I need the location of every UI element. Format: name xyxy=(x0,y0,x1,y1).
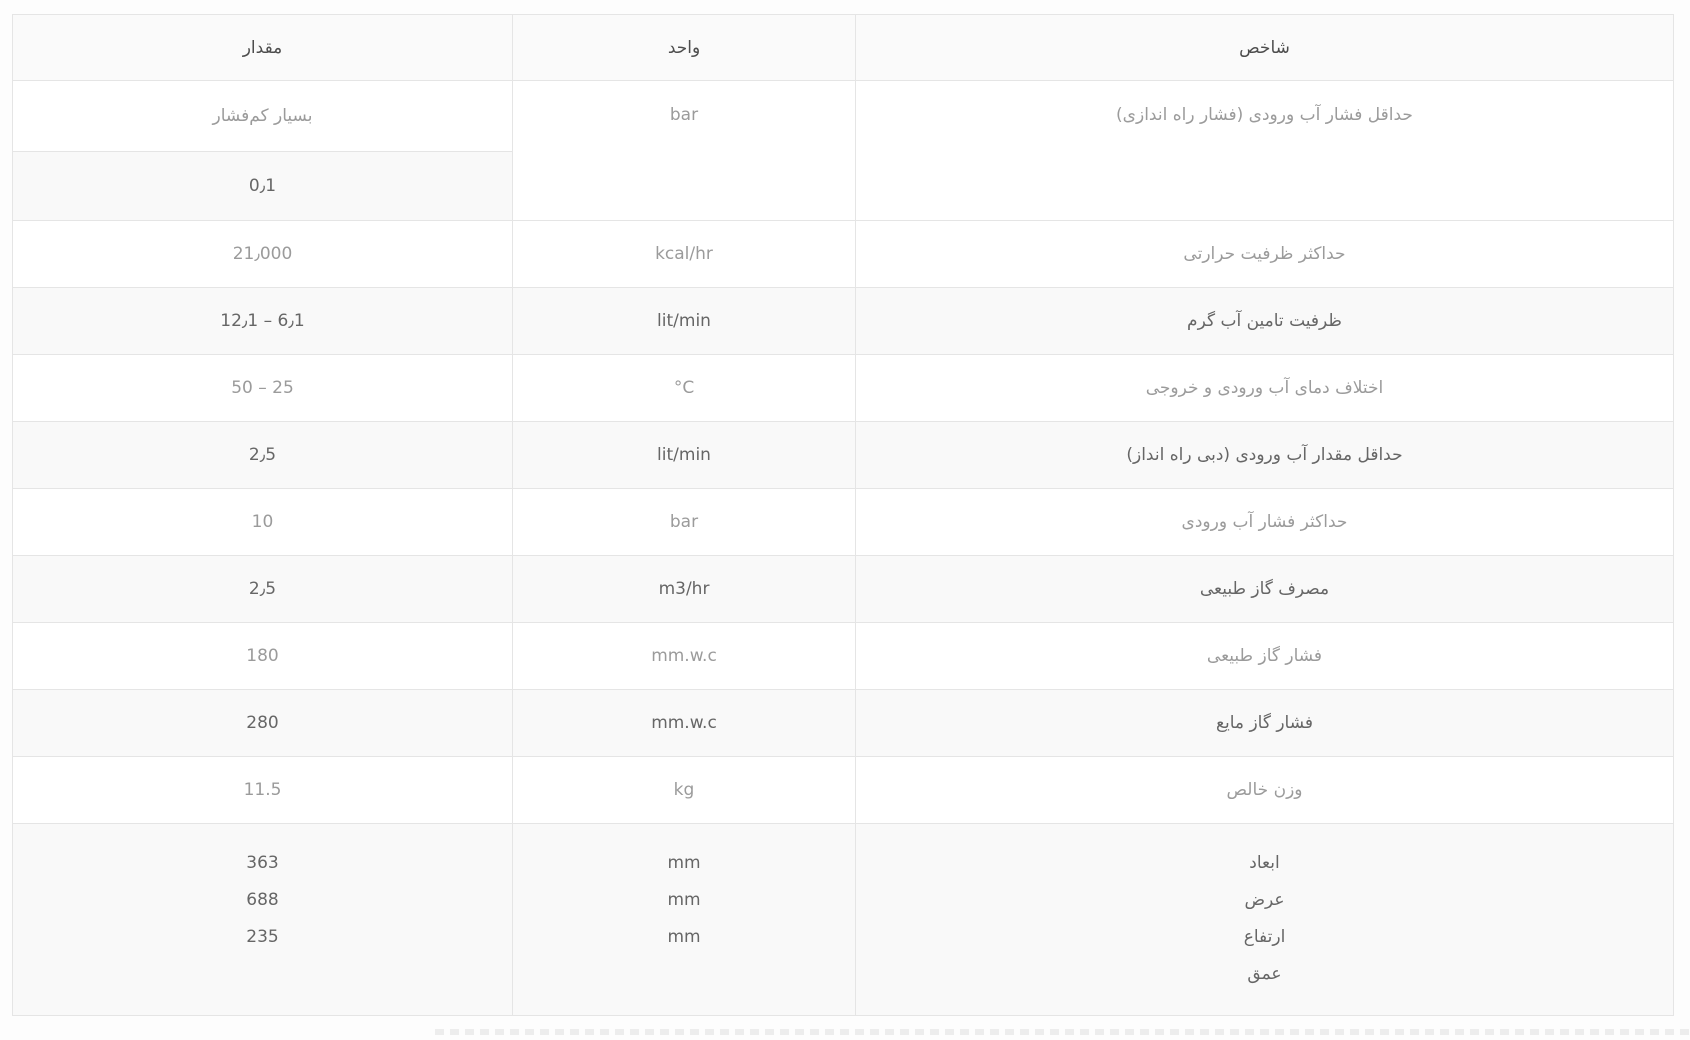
value-cell: 2٫5 xyxy=(12,421,513,489)
unit-cell: mm.w.c xyxy=(512,689,856,757)
table-row: وزن خالص kg 11.5 xyxy=(12,756,1674,824)
table-row: حداکثر ظرفیت حرارتی kcal/hr 21٫000 xyxy=(12,220,1674,288)
table-row: حداکثر فشار آب ورودی bar 10 xyxy=(12,488,1674,556)
value-cell: 280 xyxy=(12,689,513,757)
unit-cell: lit/min xyxy=(512,287,856,355)
unit-cell: mm mm mm xyxy=(512,823,856,1016)
dashed-divider xyxy=(435,1029,1690,1035)
value-cell: 363 688 235 xyxy=(12,823,513,1016)
dimension-label: عمق xyxy=(1247,964,1282,984)
dimension-unit: mm xyxy=(667,853,701,873)
indicator-cell: حداقل مقدار آب ورودی (دبی راه انداز) xyxy=(855,421,1674,489)
col-header-unit: واحد xyxy=(512,14,856,81)
indicator-cell: وزن خالص xyxy=(855,756,1674,824)
table-row-dimensions: ابعاد عرض ارتفاع عمق mm mm mm 363 688 23… xyxy=(12,823,1674,1016)
table-row: مصرف گاز طبیعی m3/hr 2٫5 xyxy=(12,555,1674,623)
value-cell: 0٫1 xyxy=(12,151,513,221)
value-cell: 10 xyxy=(12,488,513,556)
unit-cell: °C xyxy=(512,354,856,422)
unit-cell: mm.w.c xyxy=(512,622,856,690)
unit-cell: m3/hr xyxy=(512,555,856,623)
value-cell: 21٫000 xyxy=(12,220,513,288)
col-header-value: مقدار xyxy=(12,14,513,81)
indicator-cell: ابعاد عرض ارتفاع عمق xyxy=(855,823,1674,1016)
dimension-unit: mm xyxy=(667,927,701,947)
unit-cell: bar xyxy=(512,488,856,556)
value-cell: بسیار کم‌فشار xyxy=(12,80,513,152)
dimension-unit: mm xyxy=(667,890,701,910)
dimension-label: ابعاد xyxy=(1249,853,1280,873)
col-header-indicator: شاخص xyxy=(855,14,1674,81)
unit-cell: kg xyxy=(512,756,856,824)
table-row: فشار گاز طبیعی mm.w.c 180 xyxy=(12,622,1674,690)
indicator-cell: فشار گاز مایع xyxy=(855,689,1674,757)
table-row: 0٫1 xyxy=(12,151,1674,221)
dimension-value: 363 xyxy=(246,853,279,873)
indicator-cell: حداقل فشار آب ورودی (فشار راه اندازی) xyxy=(855,80,1674,221)
indicator-cell: مصرف گاز طبیعی xyxy=(855,555,1674,623)
dimension-value: 235 xyxy=(246,927,279,947)
indicator-cell: حداکثر ظرفیت حرارتی xyxy=(855,220,1674,288)
spec-table-container: شاخص واحد مقدار حداقل فشار آب ورودی (فشا… xyxy=(12,14,1674,1016)
indicator-cell: فشار گاز طبیعی xyxy=(855,622,1674,690)
value-cell: 12٫1 – 6٫1 xyxy=(12,287,513,355)
value-cell: 180 xyxy=(12,622,513,690)
dimension-label: عرض xyxy=(1244,890,1285,910)
unit-cell: bar xyxy=(512,80,856,221)
table-row: ظرفیت تامین آب گرم lit/min 12٫1 – 6٫1 xyxy=(12,287,1674,355)
dimension-label: ارتفاع xyxy=(1243,927,1286,947)
indicator-cell: اختلاف دمای آب ورودی و خروجی xyxy=(855,354,1674,422)
value-cell: 50 – 25 xyxy=(12,354,513,422)
unit-cell: kcal/hr xyxy=(512,220,856,288)
spec-table: شاخص واحد مقدار حداقل فشار آب ورودی (فشا… xyxy=(12,14,1674,1016)
unit-cell: lit/min xyxy=(512,421,856,489)
value-cell: 11.5 xyxy=(12,756,513,824)
value-cell: 2٫5 xyxy=(12,555,513,623)
table-row: حداقل مقدار آب ورودی (دبی راه انداز) lit… xyxy=(12,421,1674,489)
indicator-cell: ظرفیت تامین آب گرم xyxy=(855,287,1674,355)
table-row: اختلاف دمای آب ورودی و خروجی °C 50 – 25 xyxy=(12,354,1674,422)
table-row: حداقل فشار آب ورودی (فشار راه اندازی) ba… xyxy=(12,80,1674,221)
table-row: فشار گاز مایع mm.w.c 280 xyxy=(12,689,1674,757)
indicator-cell: حداکثر فشار آب ورودی xyxy=(855,488,1674,556)
dimension-value: 688 xyxy=(246,890,279,910)
header-row: شاخص واحد مقدار xyxy=(12,14,1674,81)
